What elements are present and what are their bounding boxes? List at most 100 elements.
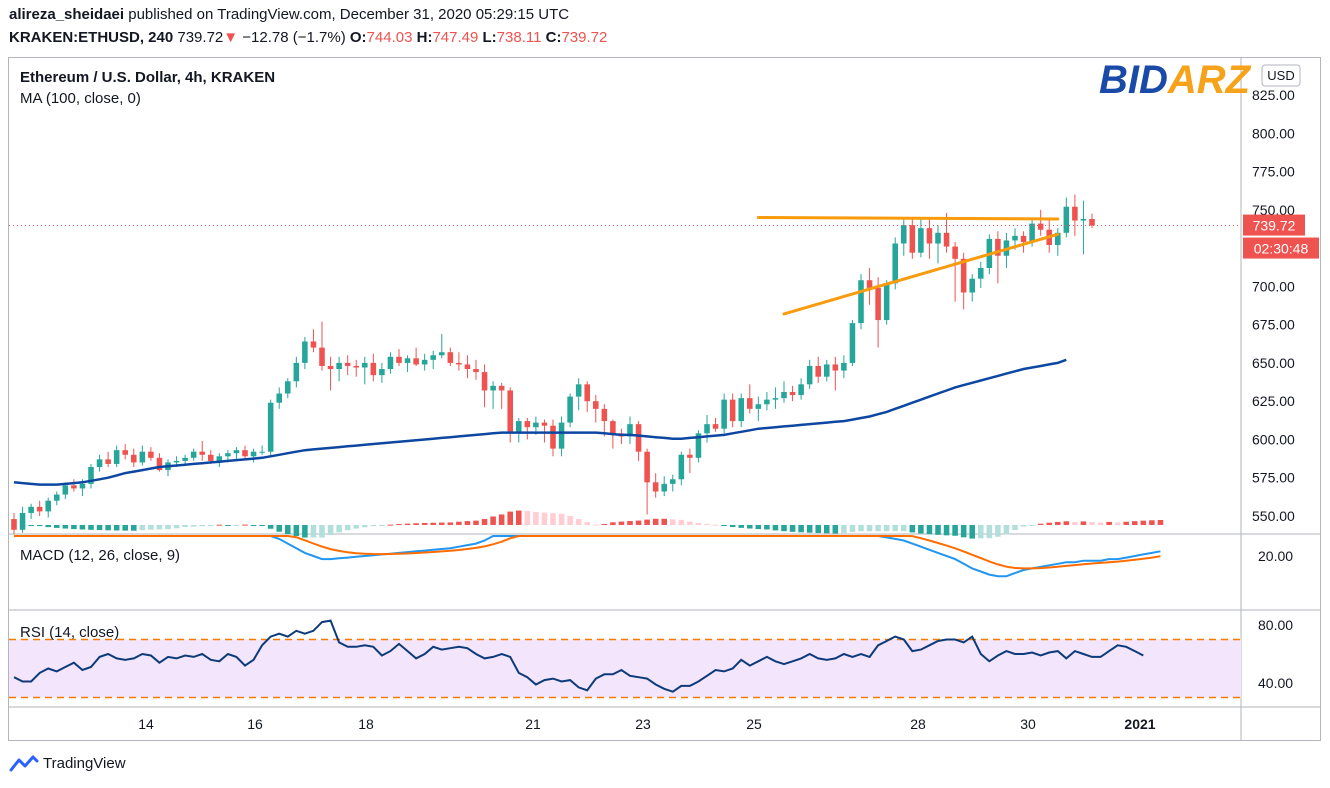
- macd-hist-bar: [1149, 520, 1155, 525]
- macd-hist-bar: [36, 524, 43, 527]
- candle-body: [627, 424, 633, 437]
- macd-hist-bar: [841, 524, 847, 534]
- macd-hist-bar: [302, 524, 308, 538]
- macd-hist-bar: [712, 524, 719, 526]
- candle-body: [490, 385, 496, 391]
- candle-body: [71, 485, 77, 489]
- candle-body: [36, 506, 43, 512]
- signal-line: [14, 535, 1161, 570]
- time-tick-label: 23: [635, 716, 651, 732]
- price-change: −12.78 (−1.7%): [242, 29, 346, 46]
- macd-hist-bar: [1054, 521, 1061, 525]
- macd-hist-bar: [53, 524, 60, 528]
- candle-body: [798, 384, 804, 396]
- macd-hist-bar: [259, 524, 265, 526]
- macd-hist-bar: [327, 524, 334, 535]
- candle-body: [370, 362, 377, 376]
- macd-hist-bar: [267, 524, 274, 529]
- candle-body: [396, 356, 402, 363]
- candle-body: [319, 347, 325, 366]
- candle-body: [344, 362, 351, 366]
- candle-body: [960, 258, 967, 293]
- candle-body: [225, 453, 231, 457]
- candle-body: [729, 399, 736, 422]
- chart-frame: [8, 57, 1321, 741]
- macd-hist-bar: [344, 524, 351, 531]
- currency-button[interactable]: [1261, 64, 1301, 87]
- price-tick-label: 550.00: [1252, 508, 1295, 524]
- candle-body: [832, 364, 839, 371]
- candle-body: [601, 408, 608, 422]
- macd-hist-bar: [969, 524, 976, 539]
- macd-hist-bar: [1020, 524, 1027, 527]
- trendline-resistance: [756, 215, 1060, 221]
- candle-body: [892, 243, 899, 284]
- price-tick-label: 800.00: [1252, 125, 1295, 141]
- candle-body: [473, 369, 479, 373]
- time-tick-label: 14: [138, 716, 154, 732]
- candle-body: [1054, 232, 1061, 246]
- time-tick-label: 2021: [1124, 716, 1155, 732]
- close-label: C:: [545, 29, 562, 46]
- price-tick-label: 750.00: [1252, 202, 1295, 218]
- candle-body: [11, 519, 17, 530]
- rsi-line: [13, 619, 1144, 693]
- macd-hist-bar: [935, 524, 941, 535]
- author-name[interactable]: alireza_sheidaei: [9, 6, 125, 23]
- macd-hist-bar: [310, 524, 317, 538]
- macd-hist-bar: [541, 512, 548, 525]
- candle-body: [190, 451, 197, 458]
- footer-brand[interactable]: TradingView: [9, 754, 126, 772]
- candle-body: [387, 356, 394, 370]
- macd-hist-bar: [892, 524, 899, 532]
- candle-body: [1080, 219, 1087, 221]
- candle-body: [1020, 235, 1027, 242]
- candle-body: [695, 433, 702, 458]
- candle-body: [1012, 235, 1018, 241]
- macd-tick-label: 20.00: [1258, 548, 1293, 564]
- macd-hist-bar: [173, 524, 180, 529]
- candle-body: [438, 352, 445, 356]
- macd-hist-bar: [88, 524, 94, 530]
- candle-body: [746, 398, 753, 409]
- candle-body: [635, 424, 642, 452]
- macd-hist-bar: [678, 519, 685, 525]
- candle-body: [413, 358, 419, 365]
- macd-hist-bar: [635, 520, 642, 525]
- published-text: published on TradingView.com, December 3…: [128, 6, 570, 23]
- macd-hist-bar: [772, 524, 779, 531]
- candle-body: [379, 369, 385, 376]
- price-tick-label: 825.00: [1252, 87, 1295, 103]
- symbol-label[interactable]: KRAKEN:ETHUSD, 240: [9, 29, 174, 46]
- candle-body: [918, 228, 924, 253]
- open-value: 744.03: [366, 29, 413, 46]
- macd-hist-bar: [464, 521, 471, 525]
- macd-hist-bar: [986, 524, 993, 539]
- high-label: H:: [416, 29, 433, 46]
- rsi-tick-label: 80.00: [1258, 617, 1293, 633]
- macd-hist-bar: [28, 524, 34, 526]
- candle-body: [1063, 206, 1070, 233]
- macd-hist-bar: [1029, 524, 1035, 526]
- macd-hist-bar: [284, 524, 291, 535]
- macd-hist-bar: [361, 524, 368, 528]
- macd-hist-bar: [627, 521, 633, 525]
- candle-body: [823, 364, 830, 377]
- candle-body: [242, 450, 248, 457]
- candle-body: [764, 399, 770, 405]
- macd-hist-bar: [319, 524, 325, 538]
- macd-hist-bar: [823, 524, 830, 534]
- macd-hist-bar: [533, 511, 539, 525]
- macd-hist-bar: [1089, 522, 1095, 525]
- candle-body: [1029, 223, 1035, 242]
- candle-body: [28, 506, 34, 513]
- macd-hist-bar: [704, 523, 710, 525]
- macd-hist-bar: [71, 524, 77, 530]
- candle-body: [113, 450, 120, 464]
- macd-hist-bar: [687, 521, 693, 525]
- macd-hist-bar: [858, 524, 864, 532]
- candle-body: [721, 399, 727, 429]
- macd-hist-bar: [113, 524, 120, 531]
- macd-hist-bar: [515, 510, 522, 525]
